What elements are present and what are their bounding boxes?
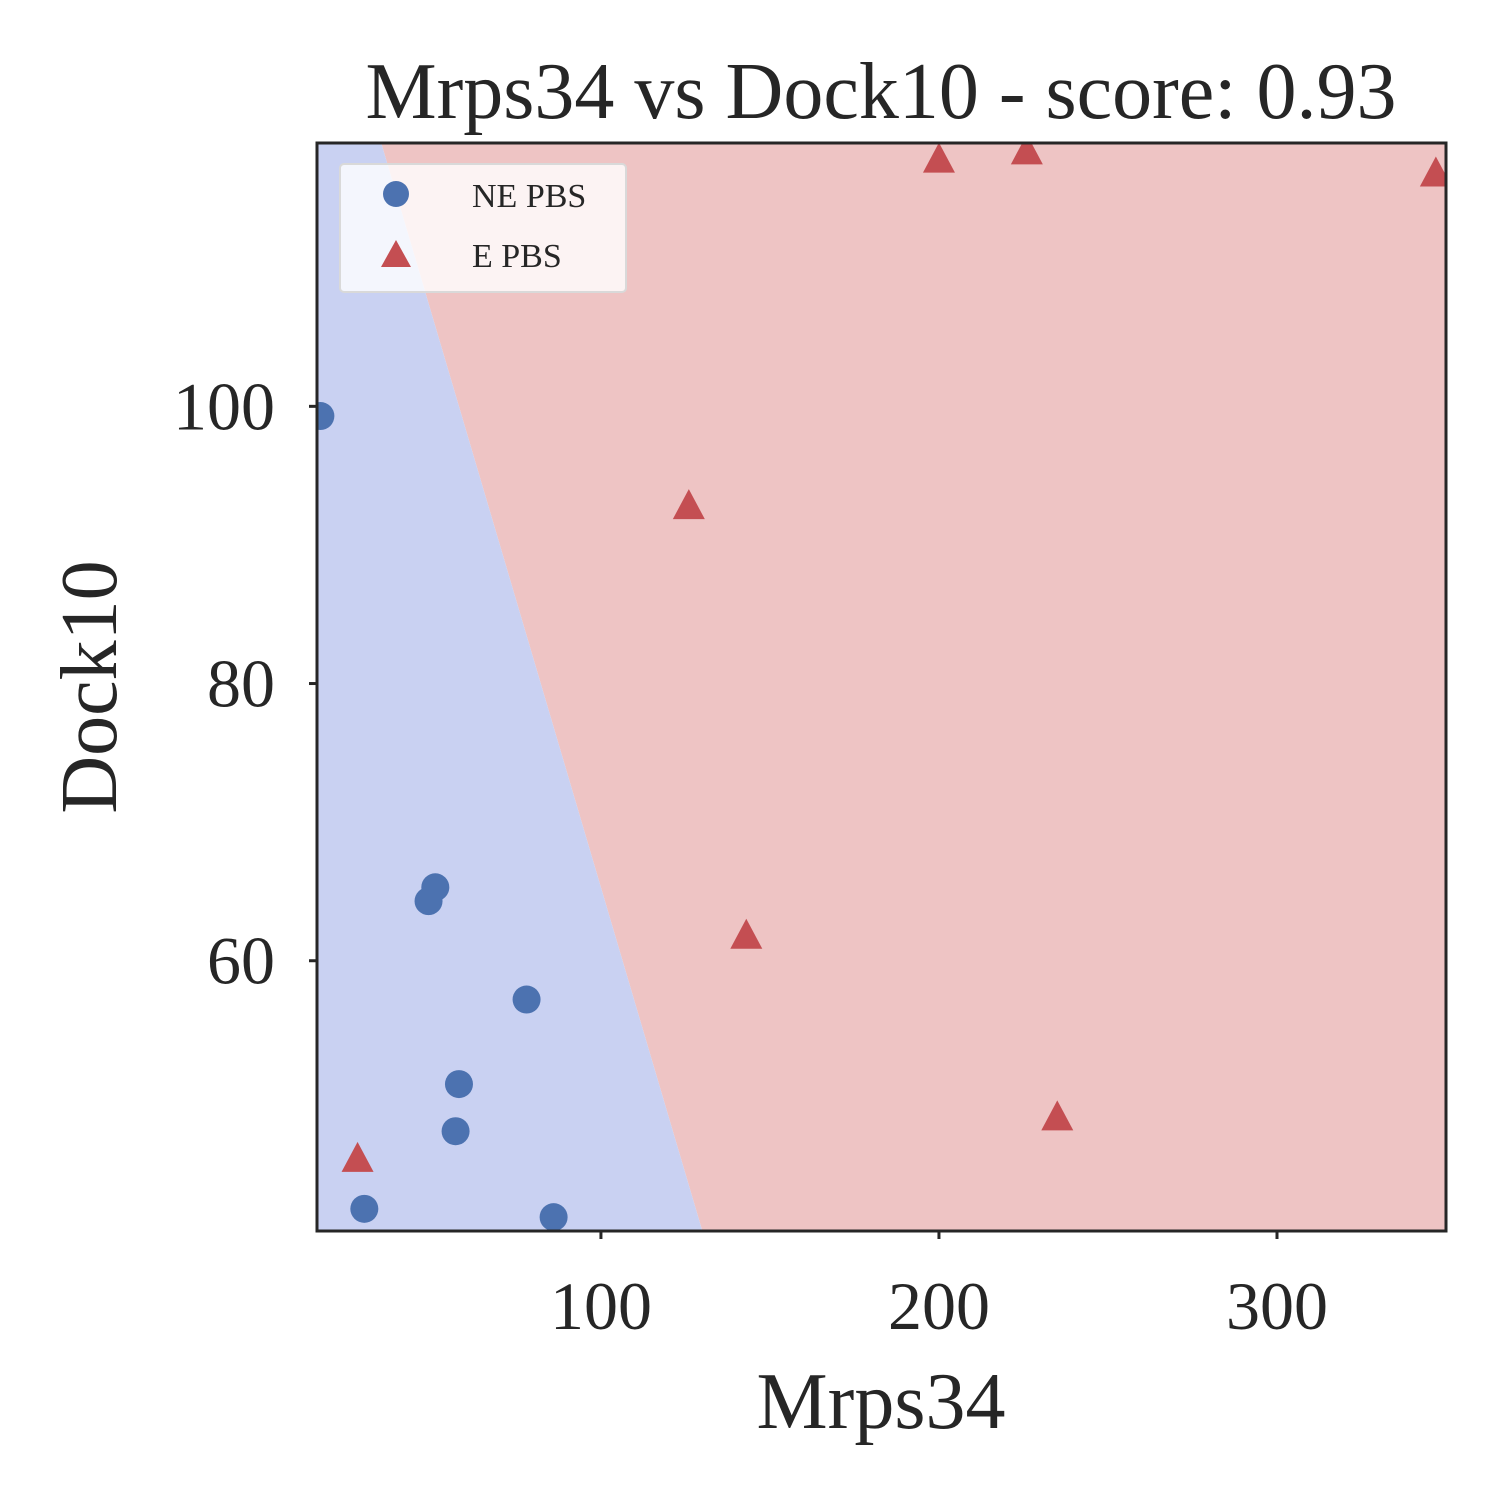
legend-e-label: E PBS [472, 238, 562, 275]
x-tick-label: 300 [1226, 1268, 1328, 1344]
e-pbs-point [1010, 143, 1043, 165]
ne-pbs-point [444, 1070, 473, 1099]
scatter-points [317, 143, 1446, 1231]
chart-title: Mrps34 vs Dock10 - score: 0.93 [366, 48, 1397, 136]
legend-box [339, 163, 627, 293]
e-pbs-point [1419, 156, 1446, 187]
x-axis-ticks: 100 200 300 [550, 1231, 1328, 1344]
y-tick-label: 80 [207, 646, 275, 722]
legend-e-marker [381, 240, 411, 267]
x-tick-label: 100 [550, 1268, 652, 1344]
ne-pbs-point [350, 1194, 379, 1223]
ne-pbs-point [539, 1203, 568, 1231]
legend: NE PBS E PBS [339, 163, 627, 293]
e-pbs-point [922, 143, 955, 173]
legend-ne-label: NE PBS [472, 178, 586, 215]
y-tick-label: 60 [207, 923, 275, 999]
ne-pbs-region [317, 143, 703, 1231]
e-pbs-region [381, 143, 1446, 1231]
e-pbs-point [1041, 1100, 1074, 1131]
ne-pbs-point [441, 1117, 470, 1146]
y-axis-ticks: 60 80 100 [173, 368, 317, 999]
e-pbs-point [341, 1141, 374, 1172]
ne-pbs-point [414, 887, 443, 916]
ne-pbs-point [512, 985, 541, 1014]
e-pbs-point [730, 918, 763, 949]
x-tick-label: 200 [888, 1268, 990, 1344]
e-pbs-point [672, 489, 705, 520]
legend-ne-marker [383, 181, 409, 207]
x-axis-label: Mrps34 [757, 1358, 1006, 1446]
y-tick-label: 100 [173, 368, 275, 444]
y-axis-label: Dock10 [46, 560, 134, 813]
plot-frame [315, 141, 1448, 1233]
ne-pbs-point [317, 402, 335, 431]
